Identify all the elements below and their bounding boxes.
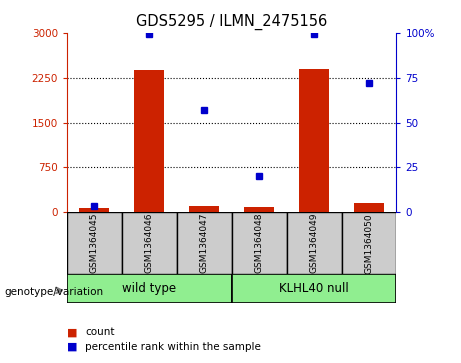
Bar (342, 212, 396, 274)
Bar (287, 212, 342, 274)
Text: GSM1364049: GSM1364049 (309, 213, 319, 273)
Bar (79, 208, 109, 212)
Bar (231, 212, 287, 274)
Bar (67, 212, 122, 274)
Text: ■: ■ (67, 342, 77, 352)
Text: percentile rank within the sample: percentile rank within the sample (85, 342, 261, 352)
Text: KLHL40 null: KLHL40 null (279, 282, 349, 295)
Bar (134, 70, 165, 212)
Bar (354, 203, 384, 212)
Text: genotype/variation: genotype/variation (5, 287, 104, 297)
Text: GSM1364047: GSM1364047 (200, 213, 209, 273)
Text: count: count (85, 327, 115, 337)
Text: ■: ■ (67, 327, 77, 337)
Text: wild type: wild type (122, 282, 176, 295)
Bar (177, 212, 231, 274)
Bar (67, 274, 231, 303)
Text: GSM1364050: GSM1364050 (365, 213, 373, 274)
Title: GDS5295 / ILMN_2475156: GDS5295 / ILMN_2475156 (136, 14, 327, 30)
Text: GSM1364048: GSM1364048 (254, 213, 264, 273)
Text: GSM1364045: GSM1364045 (90, 213, 99, 273)
Bar (244, 207, 274, 212)
Bar (299, 69, 329, 212)
Bar (189, 206, 219, 212)
Text: GSM1364046: GSM1364046 (145, 213, 154, 273)
Bar (231, 274, 396, 303)
Bar (122, 212, 177, 274)
